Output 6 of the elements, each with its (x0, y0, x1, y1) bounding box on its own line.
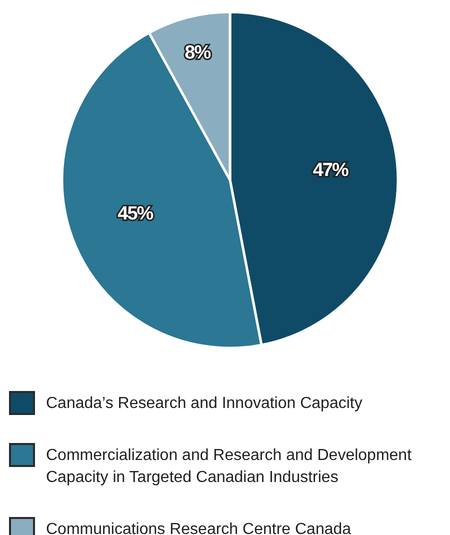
legend-label: Commercialization and Research and Development Capacity in Targeted Canadian Industries (46, 446, 412, 486)
legend-label: Communications Research Centre Canada (46, 520, 352, 535)
data-label: 45% (118, 204, 154, 225)
data-label: 8% (184, 42, 212, 64)
data-label: 47% (312, 160, 349, 182)
legend-label: Canada’s Research and Innovation Capacity (46, 394, 362, 412)
